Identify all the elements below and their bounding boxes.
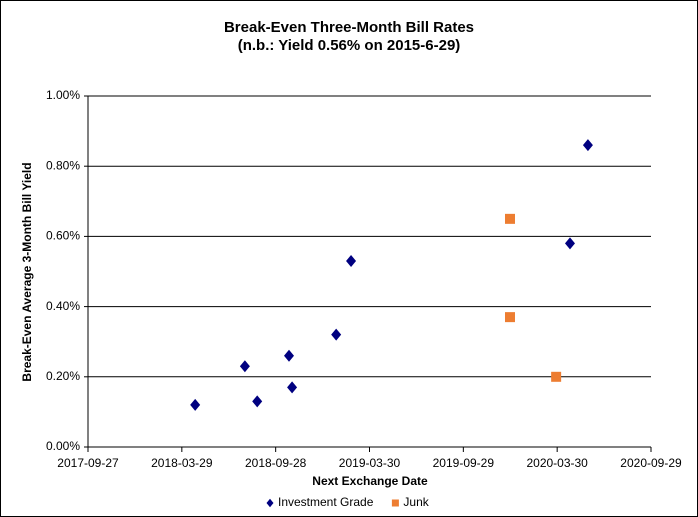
x-tick-label: 2018-09-28 — [245, 456, 307, 470]
x-tick-label: 2019-09-29 — [433, 456, 495, 470]
y-tick-label: 0.20% — [46, 369, 80, 383]
legend-label: Investment Grade — [278, 495, 374, 509]
marker — [504, 312, 515, 323]
marker — [239, 360, 250, 373]
y-tick-label: 1.00% — [46, 88, 80, 102]
chart-title: Break-Even Three-Month Bill Rates — [224, 19, 474, 36]
y-tick-label: 0.80% — [46, 158, 80, 172]
marker — [391, 499, 399, 507]
x-tick-label: 2018-03-29 — [151, 456, 213, 470]
y-tick-label: 0.00% — [46, 439, 80, 453]
y-tick-label: 0.60% — [46, 229, 80, 243]
x-tick-label: 2017-09-27 — [57, 456, 119, 470]
marker — [331, 328, 342, 341]
marker — [266, 498, 274, 508]
marker — [551, 371, 562, 382]
marker — [564, 237, 575, 250]
x-tick-label: 2020-09-29 — [620, 456, 682, 470]
marker — [252, 395, 263, 408]
x-axis-title: Next Exchange Date — [312, 474, 428, 488]
marker — [346, 254, 357, 267]
y-tick-label: 0.40% — [46, 299, 80, 313]
y-axis-title: Break-Even Average 3-Month Bill Yield — [20, 162, 34, 381]
chart-subtitle: (n.b.: Yield 0.56% on 2015-6-29) — [238, 37, 461, 54]
marker — [582, 139, 593, 152]
legend-label: Junk — [403, 495, 429, 509]
marker — [190, 398, 201, 411]
marker — [287, 381, 298, 394]
marker — [283, 349, 294, 362]
marker — [504, 213, 515, 224]
x-tick-label: 2019-03-30 — [339, 456, 401, 470]
x-tick-label: 2020-03-30 — [526, 456, 588, 470]
